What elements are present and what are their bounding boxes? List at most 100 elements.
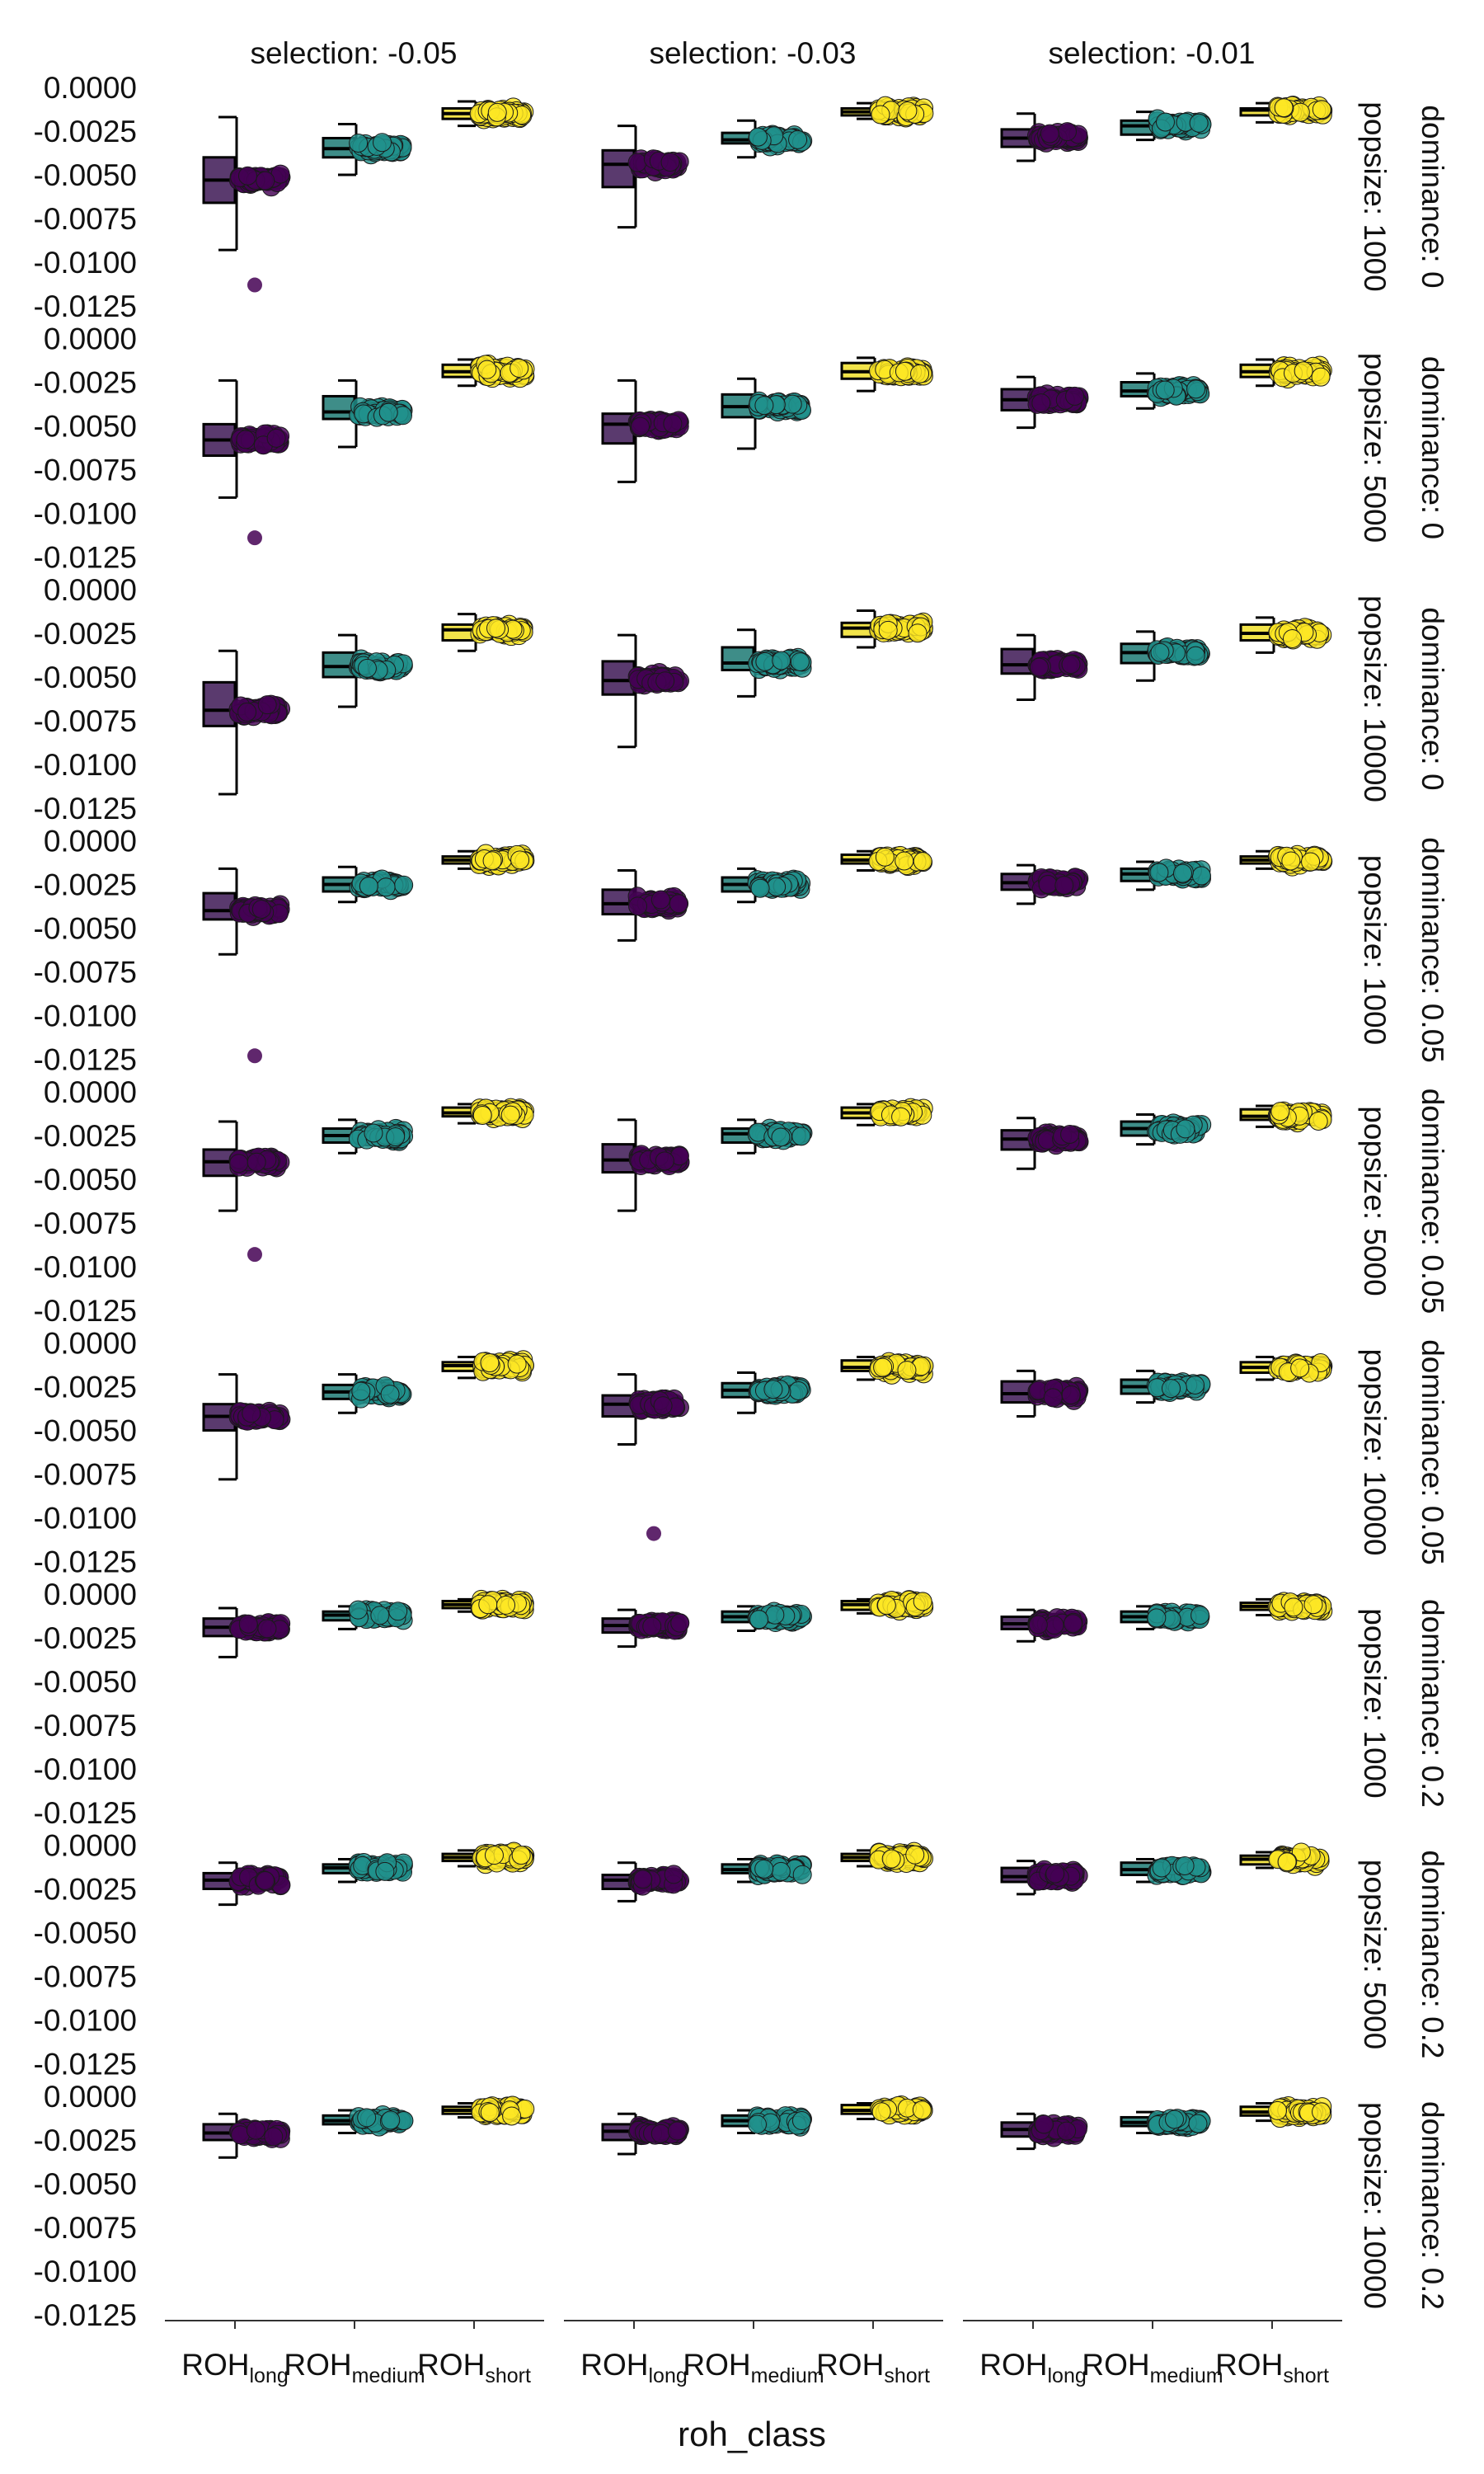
outlier-point xyxy=(247,530,262,546)
data-point xyxy=(873,1357,893,1377)
facet-panel xyxy=(202,1841,535,1907)
box-iqr xyxy=(1000,647,1035,675)
data-point xyxy=(229,1154,249,1174)
data-point xyxy=(755,651,775,671)
facet-panel xyxy=(601,609,933,749)
facet-panel xyxy=(1000,1353,1333,1418)
data-point xyxy=(1284,1597,1303,1617)
facet-panel xyxy=(202,1098,534,1263)
data-point xyxy=(1270,1102,1290,1122)
data-point xyxy=(788,1381,808,1401)
facet-panel xyxy=(202,354,535,546)
facet-panel xyxy=(1000,355,1332,430)
data-point xyxy=(486,618,506,638)
data-point xyxy=(484,1846,504,1865)
facet-panel xyxy=(601,1352,934,1541)
data-point xyxy=(910,364,930,383)
data-point xyxy=(351,1381,371,1401)
data-point xyxy=(1290,102,1310,122)
data-point xyxy=(1172,863,1192,883)
box-iqr xyxy=(840,1359,875,1372)
facet-panel xyxy=(202,613,533,796)
data-point xyxy=(1186,1375,1205,1395)
facet-panel xyxy=(1000,844,1333,905)
data-point xyxy=(376,877,396,897)
data-point xyxy=(1040,124,1059,143)
data-point xyxy=(1057,122,1077,142)
data-point xyxy=(477,360,497,379)
data-point xyxy=(359,877,378,896)
data-point xyxy=(1190,1606,1210,1625)
data-point xyxy=(348,1600,368,1620)
data-point xyxy=(482,851,502,871)
data-point xyxy=(1186,379,1205,399)
data-point xyxy=(1191,866,1211,886)
data-point xyxy=(898,101,918,120)
data-point xyxy=(1282,628,1302,648)
facet-panel xyxy=(1000,96,1333,162)
data-point xyxy=(480,1353,500,1373)
data-point xyxy=(478,1595,498,1615)
facet-panel xyxy=(202,844,535,1064)
data-point xyxy=(1150,642,1170,662)
facet-panel xyxy=(202,97,534,293)
data-point xyxy=(765,1605,785,1625)
data-point xyxy=(256,171,275,190)
facet-panel xyxy=(601,845,933,942)
data-point xyxy=(627,153,647,172)
data-point xyxy=(750,878,770,898)
data-point xyxy=(788,129,808,149)
data-point xyxy=(767,877,787,896)
data-point xyxy=(655,671,675,691)
data-point xyxy=(1290,1358,1310,1378)
data-point xyxy=(908,623,928,643)
data-point xyxy=(1186,646,1205,666)
data-point xyxy=(237,702,257,722)
data-point xyxy=(1312,100,1331,120)
data-point xyxy=(349,133,369,153)
data-point xyxy=(1045,1616,1064,1635)
data-point xyxy=(1038,874,1058,894)
data-point xyxy=(378,402,398,422)
data-point xyxy=(238,1614,258,1634)
data-point xyxy=(247,1152,266,1172)
data-point xyxy=(650,890,670,910)
data-point xyxy=(1054,875,1074,895)
data-point xyxy=(237,166,257,186)
data-point xyxy=(669,894,688,914)
data-point xyxy=(670,1613,690,1633)
data-point xyxy=(511,1846,531,1865)
data-point xyxy=(257,1619,277,1639)
data-point xyxy=(1147,1608,1167,1628)
data-point xyxy=(1029,657,1049,677)
data-point xyxy=(763,1380,783,1399)
data-point xyxy=(1065,386,1085,406)
data-point xyxy=(256,1871,275,1891)
outlier-point xyxy=(646,1526,661,1541)
data-point xyxy=(1155,380,1175,400)
facet-panel xyxy=(1000,1592,1333,1643)
data-point xyxy=(1060,1125,1080,1145)
box-iqr xyxy=(202,680,237,727)
data-point xyxy=(790,651,810,671)
data-point xyxy=(357,658,377,678)
facet-panel xyxy=(1000,616,1332,702)
data-point xyxy=(1294,361,1313,381)
data-point xyxy=(375,1861,395,1881)
box-iqr xyxy=(840,621,875,638)
data-point xyxy=(782,394,802,414)
data-point xyxy=(1176,1119,1195,1139)
data-point xyxy=(394,875,414,895)
data-point xyxy=(1061,1385,1081,1404)
data-point xyxy=(628,896,648,916)
data-point xyxy=(791,1126,811,1146)
data-point xyxy=(749,1610,769,1630)
data-point xyxy=(875,847,895,867)
data-point xyxy=(500,1105,520,1125)
data-point xyxy=(653,1396,673,1416)
data-point xyxy=(1301,852,1321,872)
data-point xyxy=(878,620,898,640)
data-point xyxy=(507,1354,527,1374)
data-point xyxy=(472,1106,492,1126)
data-point xyxy=(748,127,768,147)
